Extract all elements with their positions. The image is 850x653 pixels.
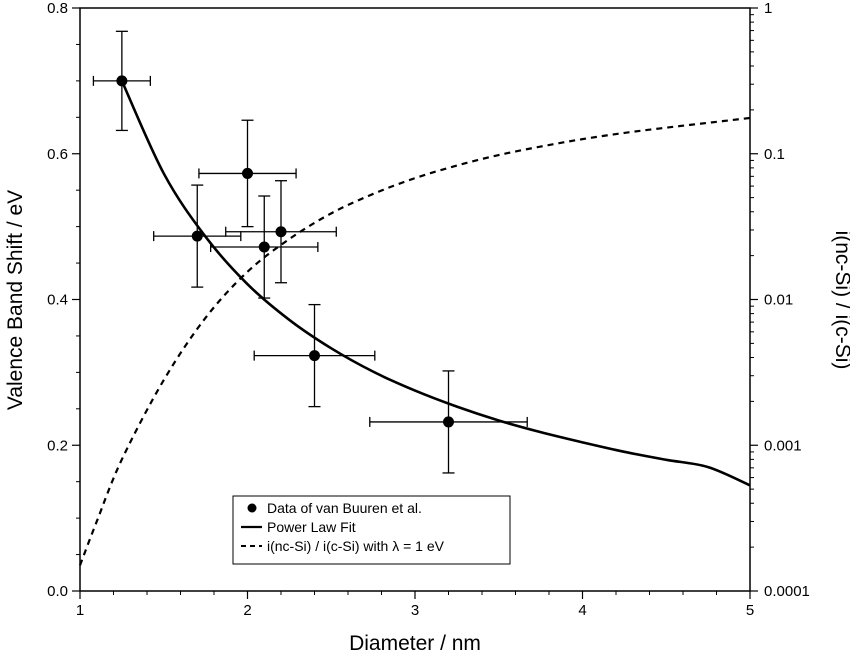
legend-box	[232, 495, 511, 565]
x-axis-title: Diameter / nm	[349, 632, 481, 653]
power-law-fit-curve	[120, 80, 751, 487]
legend-label-data: Data of van Buuren et al.	[267, 500, 422, 516]
x-tick-label: 4	[578, 602, 586, 619]
y2-tick-label: 1	[764, 0, 772, 17]
data-point	[242, 167, 253, 179]
y2-tick-label: 0.0001	[764, 583, 810, 600]
y-tick-label: 0.0	[47, 583, 68, 600]
y-tick-label: 0.6	[47, 146, 68, 163]
y2-axis-title: i(nc-Si) / i(c-Si)	[831, 231, 850, 370]
data-point	[309, 350, 320, 362]
x-tick-label: 3	[411, 602, 419, 619]
y-tick-label: 0.2	[47, 437, 68, 454]
legend-marker-data-icon	[247, 503, 257, 513]
x-tick-label: 5	[746, 602, 754, 619]
y-tick-label: 0.8	[47, 0, 68, 17]
ratio-curve	[78, 116, 751, 566]
legend-label-fit: Power Law Fit	[267, 519, 356, 535]
legend-label-ratio: i(nc-Si) / i(c-Si) with λ = 1 eV	[267, 538, 445, 554]
y2-tick-label: 0.1	[764, 146, 785, 163]
x-tick-label: 2	[243, 602, 251, 619]
data-point	[116, 75, 128, 87]
x-tick-label: 1	[76, 602, 84, 619]
series-layer	[78, 30, 751, 566]
data-point	[275, 226, 287, 238]
y2-tick-label: 0.001	[764, 437, 802, 454]
data-point	[258, 241, 270, 253]
data-point	[191, 230, 203, 242]
y-axis-title: Valence Band Shift / eV	[4, 190, 27, 410]
ticks-layer: 1 2 3 4 5 0.0 0.2 0.4 0.6 0.8 0.0001 0.001 0.01 0.1 1	[47, 0, 810, 619]
y2-tick-label: 0.01	[764, 292, 793, 309]
legend: Data of van Buuren et al. Power Law Fit …	[232, 495, 511, 565]
y-tick-label: 0.4	[47, 292, 68, 309]
data-point	[443, 416, 454, 428]
